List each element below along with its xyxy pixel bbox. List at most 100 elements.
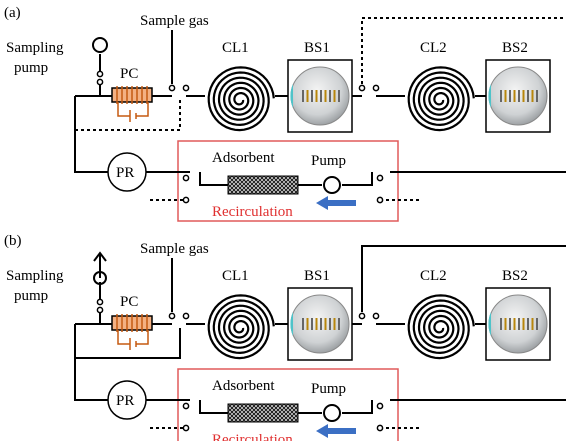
bar-strip xyxy=(302,90,304,102)
pr-label: PR xyxy=(116,393,134,409)
wire xyxy=(75,328,180,358)
contact xyxy=(169,85,174,90)
bar-strip xyxy=(518,318,520,330)
contact xyxy=(97,299,102,304)
bar-strip xyxy=(316,318,318,330)
bar-strip xyxy=(329,90,331,102)
bar-strip xyxy=(329,318,331,330)
adsorbent-label: Adsorbent xyxy=(212,150,275,166)
pump-word-label: pump xyxy=(14,288,48,304)
contact xyxy=(377,425,382,430)
diagram: (a) Sample gas Sampling pump PC CL1 BS1 CL2 BS2 P… xyxy=(0,0,566,441)
adsorbent xyxy=(228,176,298,194)
bar-strip xyxy=(320,318,322,330)
battery xyxy=(118,102,148,122)
pc-label: PC xyxy=(120,294,138,310)
contact xyxy=(359,313,364,318)
pr-label: PR xyxy=(116,165,134,181)
pump xyxy=(324,177,340,193)
adsorbent-label: Adsorbent xyxy=(212,378,275,394)
wire xyxy=(75,324,108,400)
pump xyxy=(324,405,340,421)
bar-strip xyxy=(307,90,309,102)
wire xyxy=(75,100,180,130)
coil xyxy=(409,295,474,358)
bar-strip xyxy=(523,90,525,102)
contact xyxy=(373,85,378,90)
contact xyxy=(377,197,382,202)
cl2-label: CL2 xyxy=(420,40,447,56)
pc-label: PC xyxy=(120,66,138,82)
coil xyxy=(409,67,474,130)
pump-label: Pump xyxy=(311,153,346,169)
contact xyxy=(359,85,364,90)
contact xyxy=(97,307,102,312)
bar-strip xyxy=(527,90,529,102)
bar-strip xyxy=(500,90,502,102)
sample-gas-label: Sample gas xyxy=(140,13,209,29)
cl1-label: CL1 xyxy=(222,268,249,284)
cl1-label: CL1 xyxy=(222,40,249,56)
contact xyxy=(377,175,382,180)
bar-strip xyxy=(509,318,511,330)
recirculation-label: Recirculation xyxy=(212,204,293,220)
bar-strip xyxy=(302,318,304,330)
bar-strip xyxy=(316,90,318,102)
contact xyxy=(183,85,188,90)
bs1-label: BS1 xyxy=(304,40,330,56)
bs2-label: BS2 xyxy=(502,268,528,284)
contact xyxy=(183,175,188,180)
bar-strip xyxy=(509,90,511,102)
bar-strip xyxy=(532,90,534,102)
contact xyxy=(183,425,188,430)
bs1-label: BS1 xyxy=(304,268,330,284)
sampling-pump xyxy=(93,38,107,52)
contact xyxy=(183,403,188,408)
bar-strip xyxy=(536,90,538,102)
bs2-label: BS2 xyxy=(502,40,528,56)
coil xyxy=(209,67,274,130)
panel: (b) Sample gas Sampling pump PC CL1 BS1 CL2 BS2 P… xyxy=(4,233,566,441)
bar-strip xyxy=(505,90,507,102)
contact xyxy=(97,79,102,84)
recirculation-label: Recirculation xyxy=(212,432,293,441)
bar-strip xyxy=(505,318,507,330)
bar-strip xyxy=(311,318,313,330)
bar-strip xyxy=(532,318,534,330)
contact xyxy=(373,313,378,318)
bar-strip xyxy=(334,90,336,102)
contact xyxy=(97,71,102,76)
contact xyxy=(183,197,188,202)
panel-label: (a) xyxy=(4,5,21,21)
bar-strip xyxy=(320,90,322,102)
panel-label: (b) xyxy=(4,233,22,249)
pump-word-label: pump xyxy=(14,60,48,76)
bar-strip xyxy=(523,318,525,330)
panel: (a) Sample gas Sampling pump PC CL1 BS1 CL2 BS2 P… xyxy=(4,5,566,221)
contact xyxy=(377,403,382,408)
sampling-label: Sampling xyxy=(6,268,64,284)
bar-strip xyxy=(338,90,340,102)
bar-strip xyxy=(307,318,309,330)
sampling-label: Sampling xyxy=(6,40,64,56)
contact xyxy=(183,313,188,318)
bar-strip xyxy=(527,318,529,330)
bar-strip xyxy=(514,90,516,102)
contact xyxy=(169,313,174,318)
cl2-label: CL2 xyxy=(420,268,447,284)
bar-strip xyxy=(325,90,327,102)
wire xyxy=(75,96,108,172)
bar-strip xyxy=(500,318,502,330)
bar-strip xyxy=(514,318,516,330)
adsorbent xyxy=(228,404,298,422)
bar-strip xyxy=(311,90,313,102)
coil xyxy=(209,295,274,358)
bar-strip xyxy=(518,90,520,102)
pump-label: Pump xyxy=(311,381,346,397)
bar-strip xyxy=(536,318,538,330)
sample-gas-label: Sample gas xyxy=(140,241,209,257)
bar-strip xyxy=(334,318,336,330)
bar-strip xyxy=(325,318,327,330)
bar-strip xyxy=(338,318,340,330)
battery xyxy=(118,330,148,350)
